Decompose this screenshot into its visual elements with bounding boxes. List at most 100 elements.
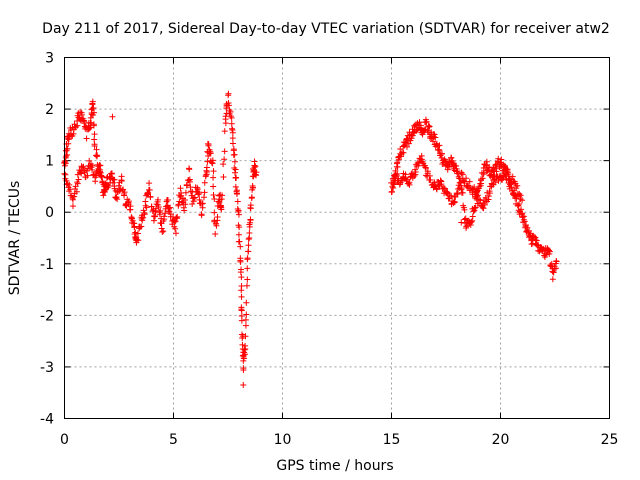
data-point <box>112 195 119 202</box>
data-point <box>240 366 247 373</box>
data-point <box>202 172 209 179</box>
data-point <box>400 149 407 156</box>
data-point <box>221 128 228 135</box>
data-point <box>98 174 105 181</box>
data-point <box>242 351 249 358</box>
data-point <box>245 236 252 243</box>
data-point <box>83 135 90 142</box>
data-point <box>62 171 69 178</box>
data-point <box>189 201 196 208</box>
data-point <box>191 194 198 201</box>
data-point <box>182 201 189 208</box>
data-point <box>201 189 208 196</box>
data-point <box>406 181 413 188</box>
x-axis-title: GPS time / hours <box>276 458 393 474</box>
data-point <box>390 185 397 192</box>
data-point <box>425 122 432 129</box>
data-point <box>159 229 166 236</box>
data-point <box>108 170 115 177</box>
data-point <box>214 213 221 220</box>
data-point <box>484 167 491 174</box>
data-point <box>199 200 206 207</box>
data-point <box>71 121 78 128</box>
data-point <box>187 188 194 195</box>
data-point <box>448 154 455 161</box>
data-point <box>225 90 232 97</box>
data-point <box>137 223 144 230</box>
data-point <box>204 158 211 165</box>
data-point <box>109 113 116 120</box>
data-point <box>79 164 86 171</box>
data-point <box>147 193 154 200</box>
data-point <box>241 346 248 353</box>
data-point <box>235 211 242 218</box>
data-point <box>210 183 217 190</box>
data-point <box>498 156 505 163</box>
data-point <box>422 164 429 171</box>
data-point <box>237 243 244 250</box>
data-point <box>89 98 96 105</box>
data-point <box>99 179 106 186</box>
data-point <box>219 192 226 199</box>
data-point <box>181 207 188 214</box>
data-point <box>246 235 253 242</box>
data-point <box>471 184 478 191</box>
data-point <box>109 179 116 186</box>
data-point <box>459 171 466 178</box>
data-point <box>220 173 227 180</box>
data-point <box>533 237 540 244</box>
data-point <box>431 131 438 138</box>
data-point <box>142 198 149 205</box>
data-point <box>244 255 251 262</box>
data-point <box>196 190 203 197</box>
data-point <box>504 167 511 174</box>
data-point <box>75 176 82 183</box>
data-point <box>512 192 519 199</box>
data-point <box>438 150 445 157</box>
data-point <box>514 182 521 189</box>
data-point <box>225 99 232 106</box>
data-point <box>243 282 250 289</box>
data-point <box>96 162 103 169</box>
data-point <box>93 146 100 153</box>
data-point <box>251 164 258 171</box>
data-point <box>139 217 146 224</box>
data-point <box>167 204 174 211</box>
data-point <box>235 231 242 238</box>
y-tick-label: 2 <box>45 102 54 118</box>
data-point <box>242 333 249 340</box>
data-point <box>246 229 253 236</box>
data-point <box>232 166 239 173</box>
data-point <box>231 164 238 171</box>
data-point <box>414 159 421 166</box>
data-point <box>240 381 247 388</box>
data-point <box>232 174 239 181</box>
y-tick-label: -2 <box>40 308 54 324</box>
data-point <box>172 230 179 237</box>
data-point <box>424 168 431 175</box>
data-point <box>411 173 418 180</box>
data-point <box>211 209 218 216</box>
data-point <box>469 217 476 224</box>
data-point <box>451 199 458 206</box>
x-tick-label: 20 <box>492 432 510 448</box>
data-point <box>426 123 433 130</box>
data-point <box>429 135 436 142</box>
data-point <box>84 172 91 179</box>
data-point <box>463 175 470 182</box>
data-point <box>183 181 190 188</box>
data-point <box>80 163 87 170</box>
data-point <box>232 183 239 190</box>
data-point <box>210 191 217 198</box>
data-point <box>458 219 465 226</box>
data-point <box>222 113 229 120</box>
x-tick-label: 5 <box>169 432 178 448</box>
data-point <box>91 131 98 138</box>
data-point <box>213 222 220 229</box>
data-point <box>228 114 235 121</box>
data-point <box>74 122 81 129</box>
data-point <box>550 269 557 276</box>
data-point <box>485 193 492 200</box>
data-point <box>422 164 429 171</box>
data-point <box>492 179 499 186</box>
